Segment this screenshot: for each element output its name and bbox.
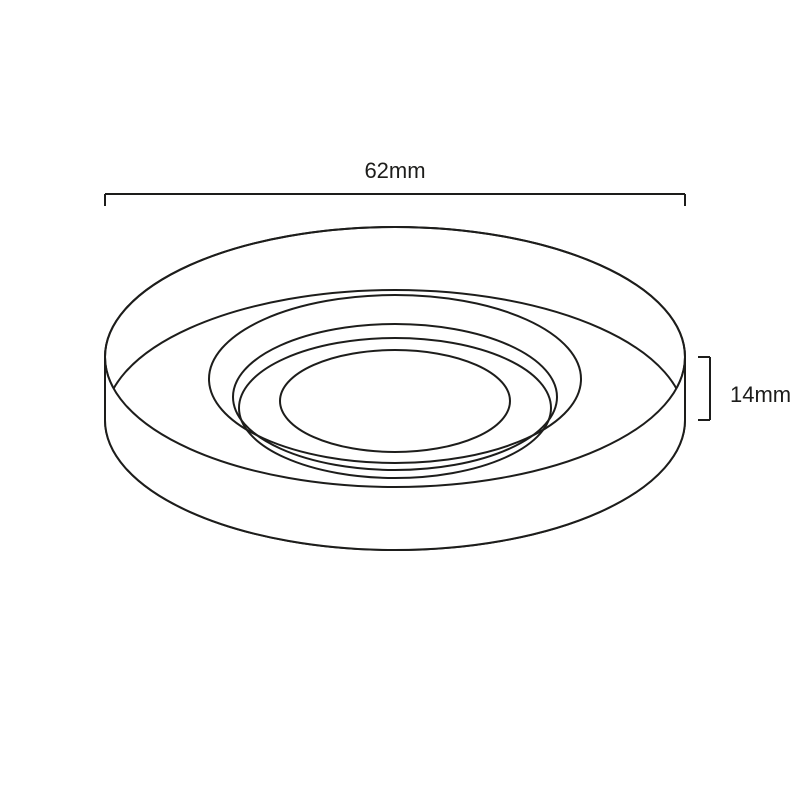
height-label: 14mm: [730, 382, 791, 407]
width-dimension: 62mm: [105, 158, 685, 206]
height-dimension: 14mm: [698, 357, 791, 420]
downlight-body: [105, 227, 685, 550]
dimension-diagram: 62mm 14mm: [0, 0, 800, 800]
width-label: 62mm: [364, 158, 425, 183]
